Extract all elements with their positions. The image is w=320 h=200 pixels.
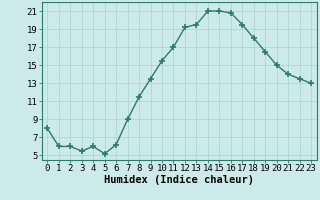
X-axis label: Humidex (Indice chaleur): Humidex (Indice chaleur) (104, 175, 254, 185)
